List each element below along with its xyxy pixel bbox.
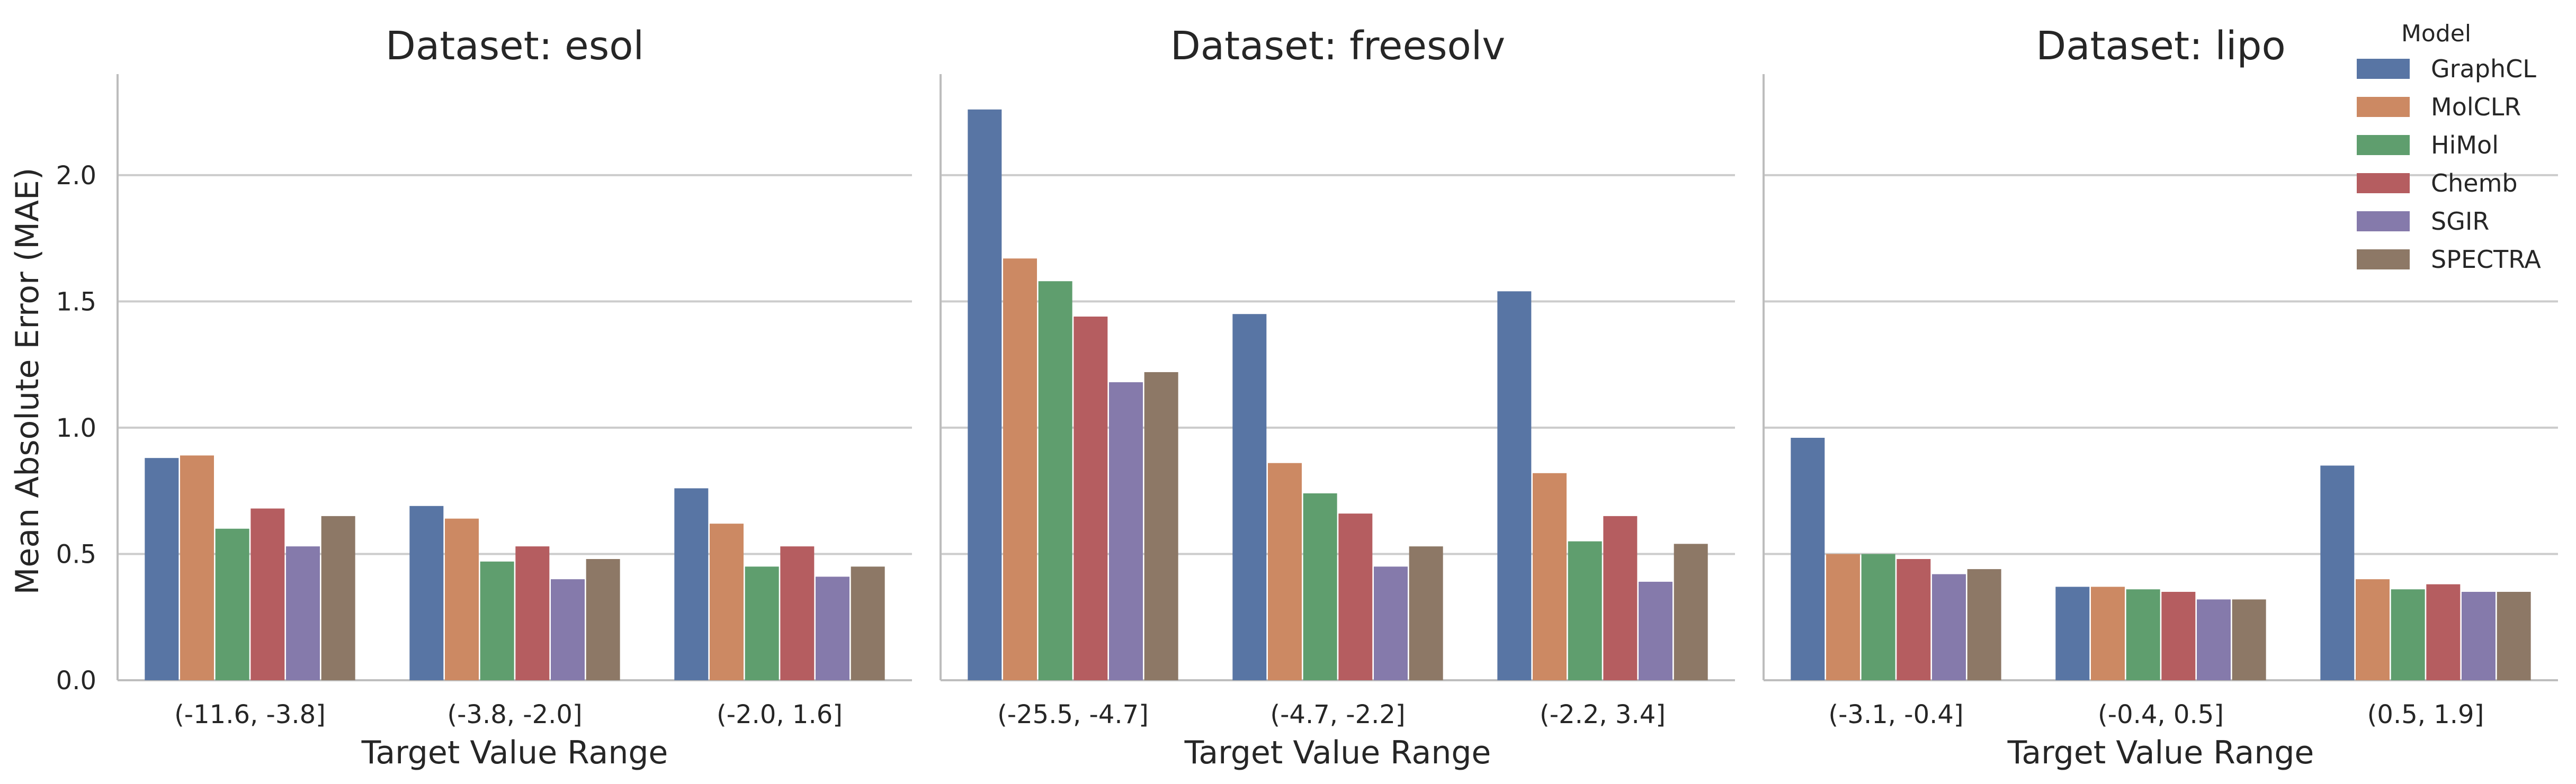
bar-himol-2 [2126,589,2160,680]
y-tick-label: 2.0 [56,161,96,191]
bar-molclr-2 [1268,463,1302,680]
x-axis-label: Target Value Range [1184,734,1491,771]
x-tick-label: (-3.8, -2.0] [447,700,582,729]
legend-swatch-chemb [2357,173,2410,193]
bar-graphcl-1 [1791,438,1825,680]
bar-graphcl-3 [2320,465,2355,680]
bar-spectra-3 [2497,592,2531,680]
panel-title: Dataset: lipo [2036,23,2286,69]
bar-chemb-3 [1603,516,1638,680]
x-tick-label: (-4.7, -2.2] [1270,700,1405,729]
bar-chemb-3 [780,546,815,680]
legend-title: Model [2401,20,2471,47]
bar-chemb-1 [1074,317,1108,680]
bar-himol-1 [215,528,249,680]
legend-label-chemb: Chemb [2431,169,2518,197]
bar-molclr-1 [180,455,214,680]
legend-label-graphcl: GraphCL [2431,55,2536,83]
bar-molclr-3 [2356,579,2390,680]
bar-himol-3 [745,566,779,680]
y-tick-label: 0.0 [56,666,96,696]
bar-chemb-2 [1338,513,1373,680]
y-axis-label: Mean Absolute Error (MAE) [9,168,46,595]
x-tick-label: (-0.4, 0.5] [2098,700,2224,729]
x-tick-label: (-25.5, -4.7] [997,700,1149,729]
bar-molclr-1 [1003,258,1037,680]
bar-chemb-1 [1897,559,1931,680]
bar-spectra-3 [851,566,885,680]
panel-title: Dataset: freesolv [1170,23,1505,69]
bar-sgir-3 [2462,592,2496,680]
bar-molclr-2 [2091,587,2125,680]
legend-label-himol: HiMol [2431,131,2499,159]
bar-molclr-3 [710,524,744,680]
bar-molclr-3 [1533,473,1567,680]
bar-chemb-3 [2426,584,2461,680]
bar-spectra-2 [586,559,620,680]
bar-himol-3 [1568,541,1602,680]
bar-himol-2 [1303,493,1337,680]
x-tick-label: (-2.0, 1.6] [717,700,843,729]
x-tick-label: (-11.6, -3.8] [174,700,326,729]
bar-molclr-1 [1826,554,1860,680]
bar-graphcl-2 [409,506,444,680]
panel-1: 0.0 0.5 1.0 1.5 2.0 Dataset: esol Target Value… [56,23,912,771]
x-axis-label: Target Value Range [361,734,668,771]
bar-sgir-3 [1639,581,1672,680]
bar-sgir-2 [551,579,585,680]
legend-swatch-spectra [2357,249,2410,269]
legend: Model GraphCL MolCLR HiMol Chemb SGIR SPECTRA [2357,20,2541,274]
bar-sgir-3 [816,576,849,680]
bar-sgir-2 [1374,566,1408,680]
bar-chemb-2 [515,546,550,680]
bar-spectra-3 [1674,544,1708,680]
bar-chemb-2 [2161,592,2196,680]
chart-panels: 0.0 0.5 1.0 1.5 2.0 Dataset: esol Target Value… [56,23,2558,771]
legend-label-spectra: SPECTRA [2431,245,2541,274]
bar-sgir-1 [286,546,320,680]
bar-molclr-2 [445,518,479,680]
bar-spectra-1 [1144,372,1178,680]
legend-label-sgir: SGIR [2431,207,2489,236]
y-tick-label: 0.5 [56,539,96,569]
x-tick-label: (-2.2, 3.4] [1540,700,1666,729]
x-axis-label: Target Value Range [2007,734,2314,771]
bar-himol-3 [2391,589,2425,680]
legend-swatch-graphcl [2357,59,2410,79]
bar-graphcl-3 [1497,291,1532,680]
panel-title: Dataset: esol [386,23,644,69]
bar-chemb-1 [251,508,285,680]
bar-himol-1 [1861,554,1895,680]
bar-sgir-1 [1932,574,1966,680]
bar-sgir-2 [2197,599,2231,680]
panel-3: Dataset: lipo Target Value Range (-3.1, -0… [1763,23,2558,771]
y-tick-label: 1.5 [56,287,96,317]
legend-swatch-sgir [2357,211,2410,231]
legend-swatch-molclr [2357,97,2410,117]
x-tick-label: (-3.1, -0.4] [1828,700,1963,729]
bar-sgir-1 [1109,382,1143,680]
bar-spectra-2 [1409,546,1443,680]
y-tick-label: 1.0 [56,413,96,443]
bar-spectra-1 [321,516,355,680]
legend-label-molclr: MolCLR [2431,93,2521,121]
x-tick-label: (0.5, 1.9] [2367,700,2484,729]
legend-swatch-himol [2357,135,2410,155]
bar-graphcl-3 [674,488,709,680]
bar-graphcl-2 [1232,314,1267,680]
bar-spectra-2 [2232,599,2266,680]
bar-graphcl-1 [968,109,1002,681]
bar-spectra-1 [1967,569,2001,680]
bar-graphcl-2 [2055,587,2090,680]
panel-2: Dataset: freesolv Target Value Range (-25.… [940,23,1735,771]
bar-himol-1 [1038,281,1072,680]
bar-graphcl-1 [145,458,179,680]
bar-himol-2 [480,561,514,680]
